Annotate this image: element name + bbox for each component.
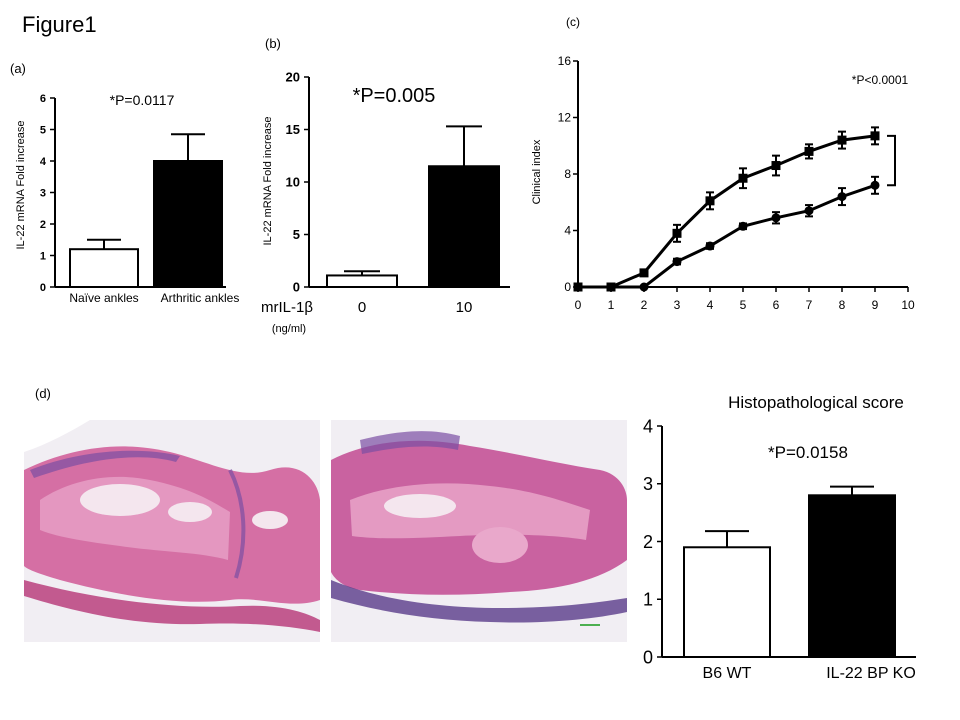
chart-panel-b: 0 5 10 15 20 0 10 *P=0.005 (b) IL-22 mRNA Fold in… [261, 36, 510, 335]
significance-annotation: *P<0.0001 [852, 73, 909, 87]
y-tick-label: 8 [564, 167, 571, 181]
data-point [738, 221, 748, 231]
x-category-label: 0 [358, 299, 366, 316]
significance-annotation: *P=0.0117 [110, 92, 175, 108]
y-tick-label: 6 [40, 93, 46, 105]
data-point [705, 196, 715, 206]
panel-label: (a) [10, 61, 26, 76]
y-tick-label: 4 [564, 224, 571, 238]
x-category-label: Naïve ankles [69, 291, 138, 305]
data-point [837, 192, 847, 202]
data-point [738, 173, 748, 183]
x-tick-label: 3 [674, 298, 681, 312]
series-line [578, 134, 876, 289]
x-category-label: IL-22 BP KO [826, 665, 916, 682]
y-axis-title: Clinical index [531, 139, 543, 204]
y-tick-label: 1 [643, 590, 653, 610]
histology-image-right [331, 420, 627, 642]
data-point [639, 282, 649, 292]
x-tick-label: 7 [806, 298, 813, 312]
panel-label: (b) [265, 36, 281, 51]
chart-panel-d-score: 0 1 2 3 4 B6 WT IL-22 BP KO *P=0.0158 Histopatho… [643, 393, 916, 682]
x-tick-label: 2 [641, 298, 648, 312]
x-tick-label: 4 [707, 298, 714, 312]
bar [808, 494, 896, 658]
data-point [672, 228, 682, 238]
y-tick-label: 0 [564, 280, 571, 294]
y-tick-label: 2 [643, 532, 653, 552]
y-axis-title: IL-22 mRNA Fold increase [262, 117, 274, 246]
data-point [870, 180, 880, 190]
y-tick-label: 1 [40, 250, 46, 262]
data-point [672, 257, 682, 267]
significance-bracket [887, 134, 896, 187]
y-tick-label: 16 [558, 54, 572, 68]
data-point [870, 131, 880, 141]
x-tick-label: 1 [608, 298, 615, 312]
data-point [804, 206, 814, 216]
significance-annotation: *P=0.005 [353, 85, 436, 107]
x-axis-unit: (ng/ml) [272, 323, 306, 335]
panel-label: (c) [566, 15, 580, 29]
x-tick-label: 6 [773, 298, 780, 312]
y-tick-label: 20 [286, 70, 300, 85]
significance-annotation: *P=0.0158 [768, 443, 848, 462]
bar [326, 274, 398, 289]
x-category-label: Arthritic ankles [161, 291, 240, 305]
bar [69, 248, 139, 288]
x-category-label: 10 [456, 299, 473, 316]
y-tick-label: 10 [286, 175, 300, 190]
x-category-label: B6 WT [703, 665, 752, 682]
y-tick-label: 0 [40, 282, 46, 294]
y-tick-label: 0 [293, 280, 300, 295]
y-tick-label: 0 [643, 647, 653, 667]
data-point [606, 282, 616, 292]
y-tick-label: 4 [643, 416, 653, 436]
data-point [771, 213, 781, 223]
x-tick-label: 5 [740, 298, 747, 312]
y-tick-label: 3 [40, 187, 46, 199]
y-tick-label: 12 [558, 111, 572, 125]
chart-title: Histopathological score [728, 393, 904, 412]
y-tick-label: 5 [293, 227, 300, 242]
y-tick-label: 2 [40, 219, 46, 231]
x-tick-label: 9 [872, 298, 879, 312]
x-tick-label: 8 [839, 298, 846, 312]
x-tick-label: 10 [901, 298, 915, 312]
bar [428, 165, 500, 288]
chart-panel-a: 0 1 2 3 4 5 6 Naïve ankles Arthritic ankles *P=0.… [10, 61, 239, 305]
histology-image-left [24, 420, 320, 642]
x-axis-title: mrIL-1β [261, 299, 313, 316]
data-point [804, 146, 814, 156]
panel-label-d: (d) [35, 386, 51, 401]
data-point [705, 241, 715, 251]
y-tick-label: 5 [40, 124, 46, 136]
data-point [573, 282, 583, 292]
y-tick-label: 4 [40, 156, 47, 168]
y-tick-label: 15 [286, 122, 300, 137]
y-tick-label: 3 [643, 474, 653, 494]
figure-title: Figure1 [22, 12, 97, 37]
x-tick-label: 0 [575, 298, 582, 312]
data-point [639, 268, 649, 278]
y-axis-title: IL-22 mRNA Fold increase [15, 121, 27, 250]
bar [153, 160, 223, 288]
data-point [837, 135, 847, 145]
bar [683, 546, 771, 659]
series-line [578, 183, 876, 289]
data-point [771, 161, 781, 171]
